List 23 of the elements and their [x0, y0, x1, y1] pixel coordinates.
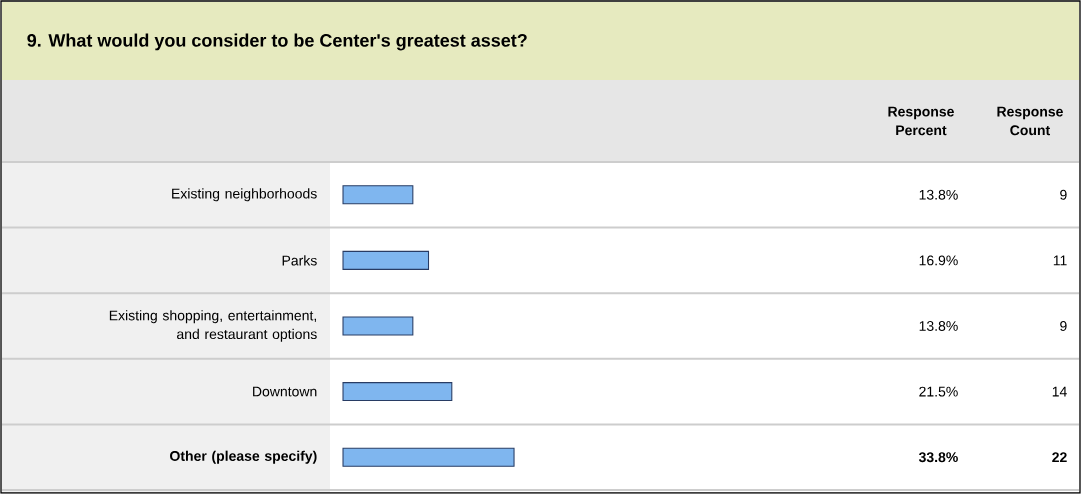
y-tick-label: Existing neighborhoods [172, 188, 317, 202]
y-tick-label: Parks [282, 255, 317, 266]
text: 14 [1052, 386, 1067, 397]
bar [342, 382, 453, 402]
y-tick-label: Other (please specify) [170, 450, 317, 464]
y-tick-label: Existing shopping, entertainment, and restaurant options [109, 310, 317, 342]
chart-title: 9. What would you consider to be Center's greatest asset? [27, 33, 527, 51]
bar [342, 447, 515, 467]
data-label: 21.5% [919, 386, 958, 397]
bar [342, 250, 430, 270]
text: Response Count [997, 106, 1063, 136]
y-tick-label: Downtown [253, 386, 317, 397]
bar [342, 185, 414, 205]
text: 9 [1060, 321, 1067, 331]
data-label: 16.9% [919, 255, 958, 266]
text: 11 [1053, 255, 1067, 266]
text: 9 [1060, 189, 1067, 200]
data-label: 13.8% [919, 189, 958, 200]
text: Response Percent [888, 106, 954, 136]
bar [342, 316, 414, 336]
text: 22 [1052, 452, 1067, 463]
data-label: 13.8% [919, 321, 958, 331]
data-label: 33.8% [918, 452, 958, 463]
